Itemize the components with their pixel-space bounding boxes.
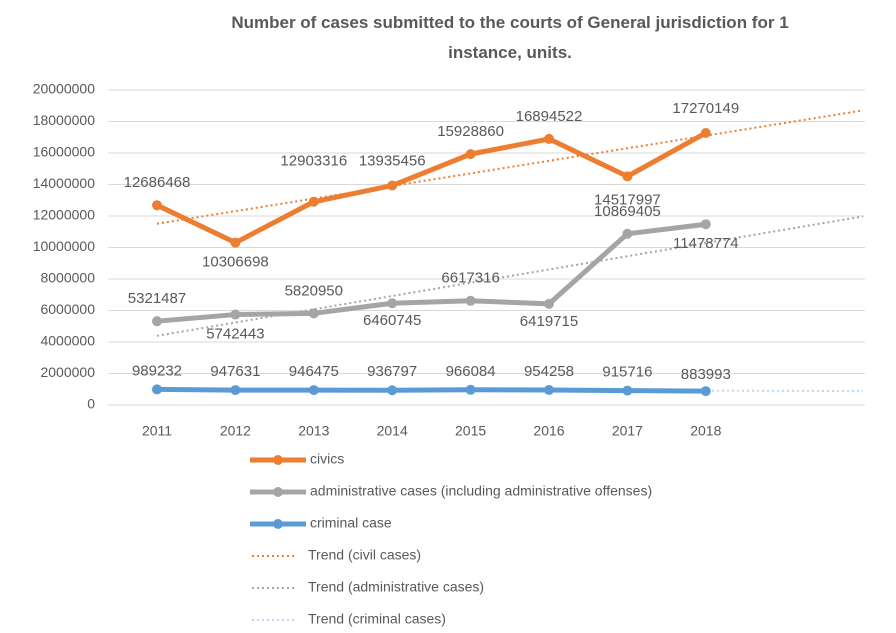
legend-label: civics [310, 451, 344, 467]
data-point [465, 384, 476, 395]
legend-label: administrative cases (including administ… [310, 483, 652, 499]
legend-swatch [273, 455, 283, 465]
chart-title: Number of cases submitted to the courts … [231, 13, 788, 62]
x-tick-label: 2013 [298, 423, 329, 439]
data-point [465, 295, 476, 306]
legend-swatch [273, 487, 283, 497]
data-point [700, 386, 711, 397]
x-tick-label: 2012 [220, 423, 251, 439]
trend-line [156, 109, 864, 225]
series-line [156, 221, 707, 324]
data-point [700, 127, 711, 138]
data-point [622, 385, 633, 396]
data-label: 10306698 [202, 254, 269, 271]
data-label: 6419715 [520, 313, 578, 330]
legend-label: Trend (administrative cases) [308, 579, 484, 595]
data-point [230, 309, 241, 320]
data-point [230, 237, 241, 248]
data-label: 6460745 [363, 312, 421, 329]
data-point [544, 298, 554, 309]
data-point [308, 308, 319, 319]
data-label: 946475 [289, 363, 339, 380]
data-label: 5742443 [206, 326, 264, 343]
data-label: 15928860 [437, 123, 504, 140]
data-label: 5820950 [285, 282, 343, 299]
series-line [155, 130, 708, 246]
trend-line [156, 215, 864, 337]
chart-title-line: instance, units. [448, 43, 572, 62]
data-point [544, 384, 554, 395]
series-line [156, 386, 706, 394]
x-tick-label: 2015 [455, 423, 486, 439]
data-point [230, 385, 241, 396]
x-tick-label: 2018 [690, 423, 721, 439]
y-tick-label: 0 [87, 396, 95, 412]
data-label: 11478774 [673, 235, 739, 252]
data-point [152, 316, 162, 327]
data-point [308, 196, 319, 207]
data-label: 12903316 [280, 153, 347, 170]
data-label: 12686468 [124, 174, 191, 191]
legend-label: Trend (civil cases) [308, 547, 421, 563]
data-label: 10869405 [594, 203, 661, 220]
y-tick-label: 8000000 [40, 270, 95, 286]
y-tick-label: 6000000 [40, 301, 95, 317]
data-label: 947631 [210, 363, 260, 380]
y-tick-label: 20000000 [33, 81, 96, 97]
y-tick-label: 4000000 [40, 333, 95, 349]
x-tick-label: 2014 [377, 423, 408, 439]
legend-label: Trend (criminal cases) [308, 611, 446, 627]
x-tick-label: 2017 [612, 423, 643, 439]
data-label: 915716 [602, 364, 652, 381]
data-point [387, 298, 398, 309]
data-label: 936797 [367, 363, 417, 380]
y-tick-label: 12000000 [33, 207, 96, 223]
data-point [387, 180, 398, 191]
data-label: 5321487 [128, 290, 186, 307]
y-tick-label: 14000000 [33, 175, 96, 191]
data-label: 16894522 [516, 108, 583, 125]
chart-title-line: Number of cases submitted to the courts … [231, 13, 788, 32]
data-label: 966084 [446, 363, 496, 380]
x-tick-label: 2011 [142, 423, 172, 439]
data-point [387, 385, 398, 396]
data-point [465, 149, 476, 160]
data-point [308, 385, 319, 396]
data-label: 989232 [132, 362, 182, 379]
data-label: 954258 [524, 363, 574, 380]
y-tick-label: 16000000 [33, 144, 96, 160]
y-tick-label: 18000000 [33, 112, 96, 128]
y-tick-label: 2000000 [40, 364, 95, 380]
data-point [622, 171, 633, 182]
legend-swatch [273, 519, 283, 529]
data-point [152, 384, 162, 395]
data-point [152, 200, 162, 211]
data-point [622, 228, 633, 239]
y-tick-label: 10000000 [33, 238, 96, 254]
legend-label: criminal case [310, 515, 392, 531]
data-label: 17270149 [672, 100, 739, 117]
data-point [700, 219, 711, 230]
data-label: 14517997 [594, 191, 661, 208]
data-point [544, 133, 554, 144]
x-tick-label: 2016 [533, 423, 564, 439]
data-label: 6617316 [441, 270, 499, 287]
data-label: 883993 [681, 366, 731, 383]
data-label: 13935456 [359, 152, 426, 169]
